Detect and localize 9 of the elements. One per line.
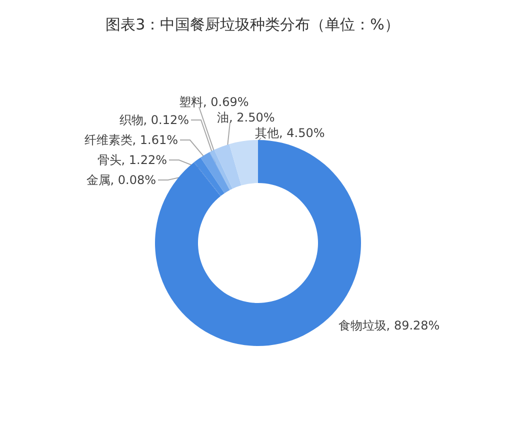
slice-label: 金属, 0.08% [86, 173, 156, 187]
slice-label: 骨头, 1.22% [97, 153, 167, 167]
slice-label: 织物, 0.12% [119, 113, 189, 127]
slice-label: 纤维素类, 1.61% [84, 133, 178, 147]
slice-label: 食物垃圾, 89.28% [338, 318, 440, 332]
slice-label: 油, 2.50% [217, 110, 275, 124]
slice-label: 其他, 4.50% [255, 126, 325, 140]
slice-label: 塑料, 0.69% [179, 95, 249, 109]
chart-title: 图表3：中国餐厨垃圾种类分布（单位：%） [106, 16, 400, 34]
